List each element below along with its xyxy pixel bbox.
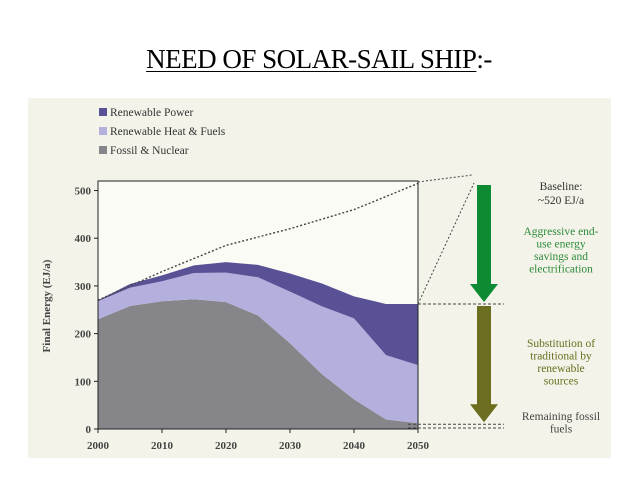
- slide-title-suffix: :-: [476, 44, 492, 74]
- guide-line-diagonal: [417, 182, 475, 305]
- legend-swatch-renewable-heat: [99, 127, 107, 135]
- area-renewable-power: [98, 262, 418, 366]
- legend-swatch-fossil-nuclear: [99, 146, 107, 154]
- y-tick-label: 200: [75, 329, 92, 341]
- remaining-annotation-line: fuels: [550, 424, 573, 436]
- chart-panel: Renewable Power Renewable Heat & Fuels F…: [28, 98, 611, 458]
- legend-label-fossil-nuclear: Fossil & Nuclear: [110, 145, 189, 157]
- x-tick-label: 2030: [279, 440, 302, 452]
- plot-area: 0 100 200 300 400 500 2000 2010 2020 2030 2040 2050: [75, 180, 430, 452]
- area-renewable-heat-fuels: [98, 272, 418, 424]
- slide-title: NEED OF SOLAR-SAIL SHIP:-: [0, 44, 638, 75]
- x-tick-label: 2020: [215, 440, 238, 452]
- savings-annotation-line: electrification: [529, 264, 593, 276]
- substitution-annotation-line: Substitution of: [527, 338, 595, 350]
- substitution-arrow: [470, 306, 498, 423]
- substitution-annotation-line: renewable: [537, 363, 584, 375]
- savings-annotation-line: use energy: [536, 239, 586, 251]
- remaining-annotation-line: Remaining fossil: [522, 411, 600, 423]
- y-tick-label: 100: [75, 376, 92, 388]
- area-fossil-nuclear: [98, 299, 418, 429]
- y-tick-label: 500: [75, 186, 92, 198]
- plot-frame: [97, 180, 419, 430]
- savings-annotation-line: savings and: [534, 251, 588, 263]
- savings-arrow: [470, 185, 498, 303]
- guide-line-top: [417, 174, 473, 183]
- x-tick-label: 2000: [87, 440, 110, 452]
- legend: Renewable Power Renewable Heat & Fuels F…: [99, 107, 226, 157]
- y-tick-label: 400: [75, 233, 92, 245]
- energy-chart: Renewable Power Renewable Heat & Fuels F…: [41, 107, 600, 452]
- legend-label-renewable-heat: Renewable Heat & Fuels: [110, 126, 226, 138]
- y-tick-label: 300: [75, 281, 92, 293]
- baseline-annotation-value: ~520 EJ/a: [538, 195, 584, 207]
- baseline-annotation-title: Baseline:: [540, 181, 583, 193]
- legend-label-renewable-power: Renewable Power: [110, 107, 194, 119]
- x-tick-label: 2040: [343, 440, 366, 452]
- x-tick-label: 2050: [407, 440, 430, 452]
- x-tick-label: 2010: [151, 440, 174, 452]
- annotations: Baseline: ~520 EJ/a Aggressive end-use ene…: [408, 174, 600, 436]
- y-tick-label: 0: [86, 424, 92, 436]
- baseline-line: [97, 182, 419, 301]
- substitution-annotation-line: sources: [544, 376, 579, 388]
- savings-annotation-line: Aggressive end-: [523, 226, 598, 238]
- slide-title-main: NEED OF SOLAR-SAIL SHIP: [146, 44, 477, 74]
- legend-swatch-renewable-power: [99, 108, 107, 116]
- substitution-annotation-line: traditional by: [530, 351, 592, 363]
- y-axis-label: Final Energy (EJ/a): [41, 259, 53, 352]
